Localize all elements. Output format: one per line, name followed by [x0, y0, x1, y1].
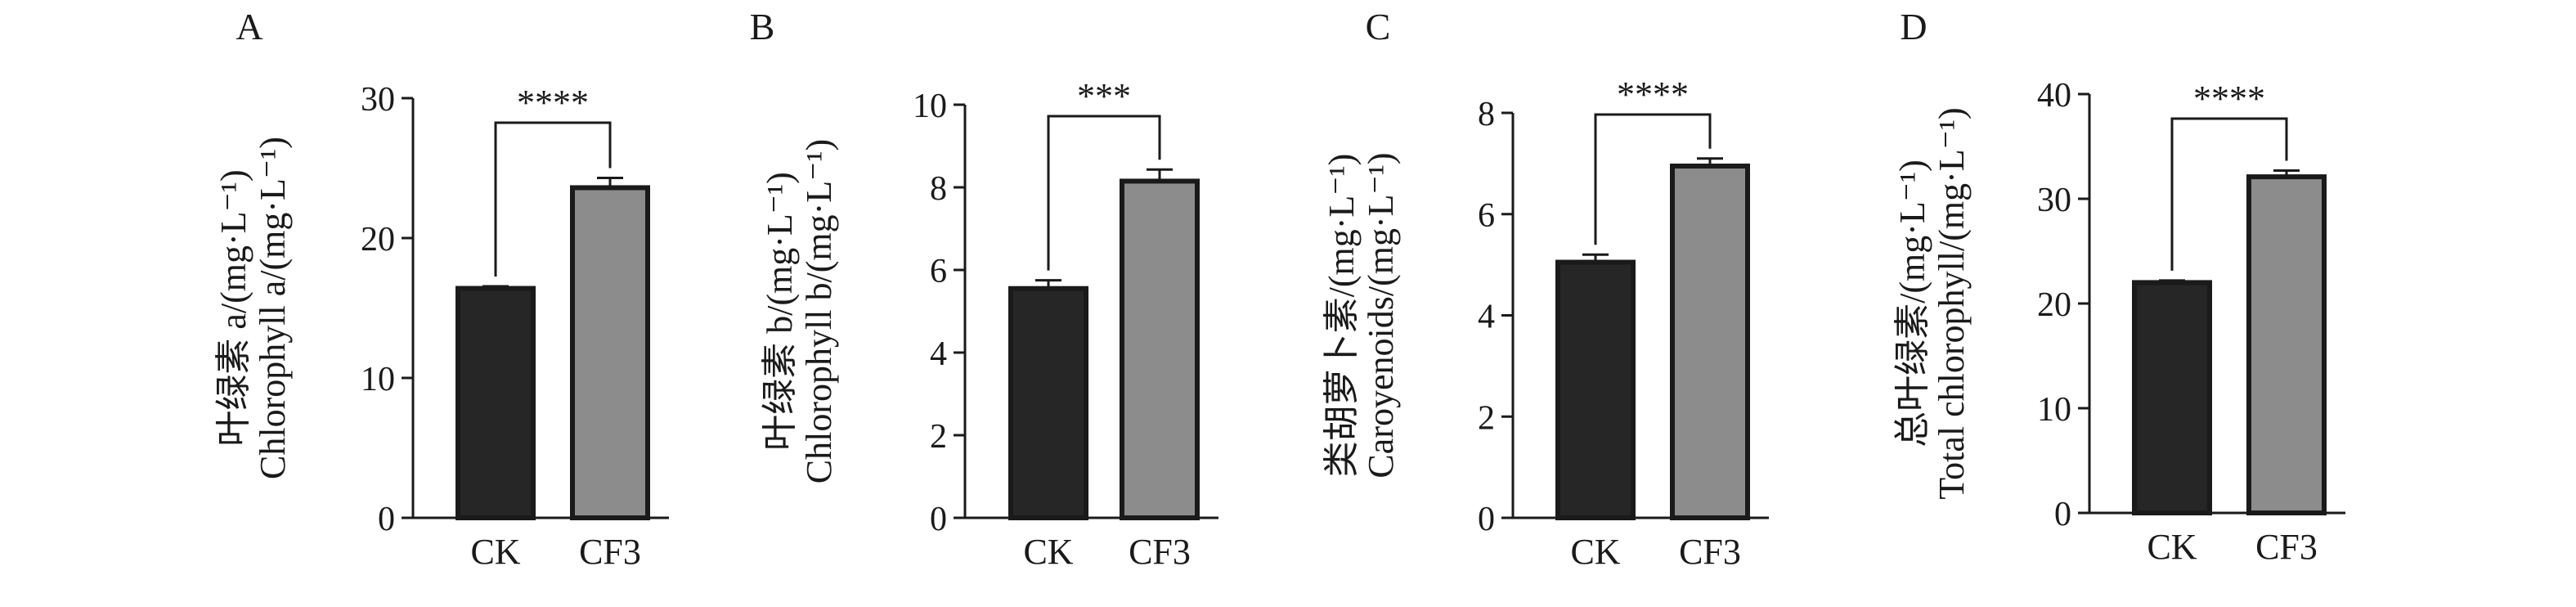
y-axis-label-en: Caroyenoids/(mg·L⁻¹) [1361, 152, 1401, 478]
y-tick-label: 20 [2037, 286, 2071, 324]
y-tick-label: 0 [1478, 501, 1495, 538]
significance-bracket [1594, 113, 1712, 245]
x-tick-label: CK [1023, 532, 1073, 572]
bar-cf3 [1670, 163, 1750, 520]
bar-cf3 [2246, 174, 2327, 515]
x-tick-label: CF3 [2255, 527, 2318, 567]
panel-label: B [750, 6, 775, 47]
y-axis-label-en: Chlorophyll b/(mg·L⁻¹) [799, 139, 839, 483]
chart-panel-c: C 类胡萝卜素/(mg·L⁻¹) Caroyenoids/(mg·L⁻¹) 0 2 4 6 8… [1322, 6, 1769, 572]
x-tick-label: CK [470, 532, 520, 572]
bar-cf3 [570, 185, 650, 520]
y-tick-label: 4 [930, 335, 947, 373]
x-tick-label: CK [1570, 532, 1620, 572]
bar-ck [1555, 259, 1636, 520]
y-tick-label: 10 [361, 361, 395, 398]
bar-ck [1008, 286, 1088, 520]
panel-label: C [1366, 6, 1391, 47]
y-tick-label: 0 [2054, 496, 2071, 533]
y-axis-label-en: Chlorophyll a/(mg·L⁻¹) [253, 137, 293, 479]
y-tick-label: 6 [1478, 197, 1495, 235]
x-tick-label: CF3 [1129, 532, 1191, 572]
y-tick-label: 10 [913, 88, 947, 125]
significance-bracket [2170, 117, 2288, 271]
y-tick-label: 8 [1478, 96, 1495, 133]
x-tick-label: CF3 [1679, 532, 1741, 572]
y-axis-label-cn: 总叶绿素/(mg·L⁻¹) [1892, 160, 1932, 447]
y-tick-label: 2 [1478, 399, 1495, 437]
y-tick-label: 10 [2037, 391, 2071, 429]
y-tick-label: 2 [930, 418, 947, 456]
bar-cf3 [1120, 178, 1200, 521]
x-tick-label: CK [2147, 527, 2197, 567]
significance-label: *** [1077, 76, 1131, 116]
bar-ck [456, 286, 536, 520]
y-axis-label-cn: 叶绿素 b/(mg·L⁻¹) [760, 172, 800, 451]
x-tick-label: CF3 [579, 532, 641, 572]
y-tick-label: 4 [1478, 299, 1495, 336]
y-tick-label: 30 [2037, 182, 2071, 219]
y-tick-label: 6 [930, 253, 947, 290]
bar-ck [2132, 280, 2212, 515]
panel-label: D [1900, 6, 1927, 47]
y-tick-label: 0 [930, 501, 947, 538]
y-axis-label-cn: 叶绿素 a/(mg·L⁻¹) [213, 169, 254, 446]
y-tick-label: 8 [930, 170, 947, 208]
chart-panel-d: D 总叶绿素/(mg·L⁻¹) Total chlorophyll/(mg·L⁻¹)… [1892, 6, 2345, 567]
y-axis-label-en: Total chlorophyll/(mg·L⁻¹) [1932, 107, 1972, 499]
chart-panel-a: A 叶绿素 a/(mg·L⁻¹) Chlorophyll a/(mg·L⁻¹) 0 10… [213, 6, 669, 572]
significance-bracket [1047, 115, 1161, 271]
significance-label: **** [2193, 79, 2265, 119]
y-tick-label: 20 [361, 221, 395, 259]
significance-label: **** [517, 83, 589, 123]
y-axis-label-cn: 类胡萝卜素/(mg·L⁻¹) [1322, 154, 1362, 478]
y-tick-label: 0 [378, 501, 395, 538]
y-tick-label: 40 [2037, 77, 2071, 115]
chart-panel-b: B 叶绿素 b/(mg·L⁻¹) Chlorophyll b/(mg·L⁻¹) 0 2 4… [750, 6, 1218, 572]
significance-bracket [494, 121, 612, 277]
y-tick-label: 30 [361, 81, 395, 119]
panel-label: A [236, 6, 263, 47]
significance-label: **** [1617, 74, 1689, 115]
